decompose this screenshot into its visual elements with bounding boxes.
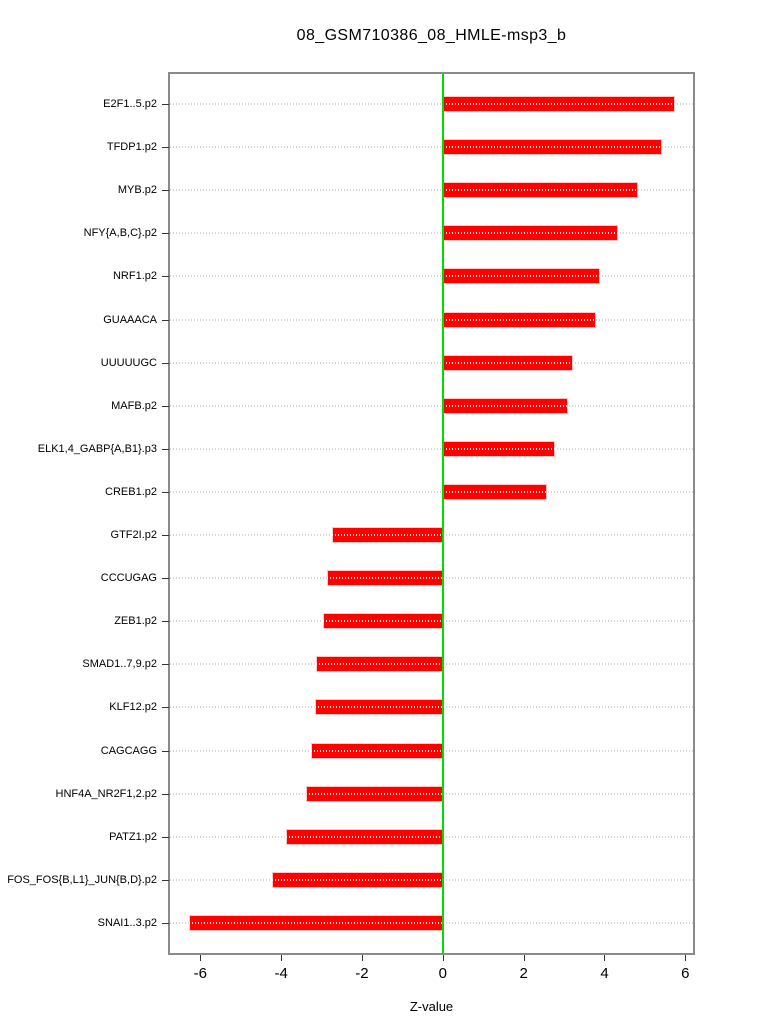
y-axis-label: ZEB1.p2 [114, 615, 157, 628]
y-axis-tick [162, 578, 169, 580]
gridline [170, 275, 693, 278]
y-axis-tick [162, 707, 169, 709]
y-axis-label: E2F1..5.p2 [103, 98, 157, 110]
x-axis-tick [604, 955, 606, 961]
gridline-over-bar [310, 749, 443, 752]
y-axis-tick [162, 147, 169, 149]
gridline-over-bar [442, 146, 663, 149]
y-axis-label: GUAAACA [103, 313, 157, 326]
y-axis-tick [162, 190, 169, 192]
gridline-over-bar [326, 577, 443, 580]
y-axis-label: TFDP1.p2 [106, 141, 157, 154]
x-tick-label: 6 [681, 965, 690, 982]
x-tick-label: 2 [519, 965, 528, 982]
gridline-over-bar [442, 404, 569, 407]
x-tick-label: -6 [193, 965, 207, 982]
y-axis-tick [162, 621, 169, 623]
y-axis-label: CREB1.p2 [105, 485, 157, 498]
x-axis-tick [281, 955, 283, 961]
gridline-over-bar [306, 792, 443, 795]
y-axis-label: GTF2I.p2 [110, 529, 157, 542]
gridline-over-bar [315, 706, 443, 709]
y-axis-tick [162, 923, 169, 924]
gridline-over-bar [442, 318, 596, 321]
gridline-over-bar [188, 922, 443, 924]
y-axis-tick [162, 535, 169, 537]
gridline-over-bar [442, 103, 676, 105]
x-axis-tick [523, 955, 525, 961]
y-axis-tick [162, 233, 169, 235]
y-axis-label: SMAD1..7,9.p2 [82, 658, 157, 671]
y-axis-tick [162, 836, 169, 838]
gridline-over-bar [442, 361, 574, 364]
y-axis-tick [162, 405, 169, 407]
gridline [170, 103, 693, 105]
plot-area [168, 72, 695, 955]
y-axis-tick [162, 750, 169, 752]
y-axis-tick [162, 664, 169, 666]
gridline-over-bar [323, 620, 443, 623]
y-axis-tick [162, 276, 169, 278]
y-axis-tick [162, 448, 169, 450]
x-axis-tick [361, 955, 363, 961]
x-tick-label: 0 [438, 965, 447, 982]
gridline [170, 232, 693, 235]
y-axis-label: NRF1.p2 [112, 270, 157, 283]
y-axis-label: MYB.p2 [117, 184, 157, 197]
y-axis-tick [162, 879, 169, 881]
y-axis-label: FOS_FOS{B,L1}_JUN{B,D}.p2 [7, 873, 157, 886]
y-axis-label: UUUUUGC [100, 356, 157, 369]
gridline-over-bar [442, 275, 601, 278]
x-tick-label: -4 [274, 965, 288, 982]
gridline-over-bar [272, 878, 443, 881]
y-axis-tick [162, 104, 169, 105]
zero-reference-line [441, 74, 444, 953]
y-axis-tick [162, 319, 169, 321]
x-tick-label: -2 [355, 965, 369, 982]
gridline [170, 361, 693, 364]
y-axis-label: SNAI1..3.p2 [97, 917, 157, 929]
gridline [170, 490, 693, 493]
x-axis-tick [200, 955, 202, 961]
gridline [170, 404, 693, 407]
x-tick-label: 4 [600, 965, 609, 982]
gridline [170, 189, 693, 192]
chart-title: 08_GSM710386_08_HMLE-msp3_b [296, 27, 567, 44]
y-axis-tick [162, 491, 169, 493]
x-axis-tick [685, 955, 687, 961]
y-axis-label: HNF4A_NR2F1,2.p2 [55, 787, 158, 800]
y-axis-label: PATZ1.p2 [109, 830, 157, 843]
y-axis-label: CAGCAGG [100, 744, 157, 757]
gridline-over-bar [331, 534, 443, 537]
gridline-over-bar [442, 447, 556, 450]
y-axis-label: KLF12.p2 [109, 701, 157, 714]
y-axis-tick [162, 793, 169, 795]
y-axis-label: MAFB.p2 [111, 399, 157, 412]
y-axis-tick [162, 362, 169, 364]
gridline-over-bar [285, 835, 443, 838]
gridline-over-bar [442, 232, 618, 235]
gridline [170, 318, 693, 321]
x-axis-title: Z-value [409, 999, 454, 1014]
y-axis-label: NFY{A,B,C}.p2 [83, 227, 157, 240]
gridline-over-bar [442, 490, 548, 493]
gridline [170, 146, 693, 149]
gridline [170, 447, 693, 450]
gridline-over-bar [442, 189, 639, 192]
gridline-over-bar [315, 663, 443, 666]
y-axis-label: ELK1,4_GABP{A,B1}.p3 [37, 442, 157, 455]
x-axis-tick [442, 955, 444, 961]
y-axis-label: CCCUGAG [100, 572, 157, 585]
